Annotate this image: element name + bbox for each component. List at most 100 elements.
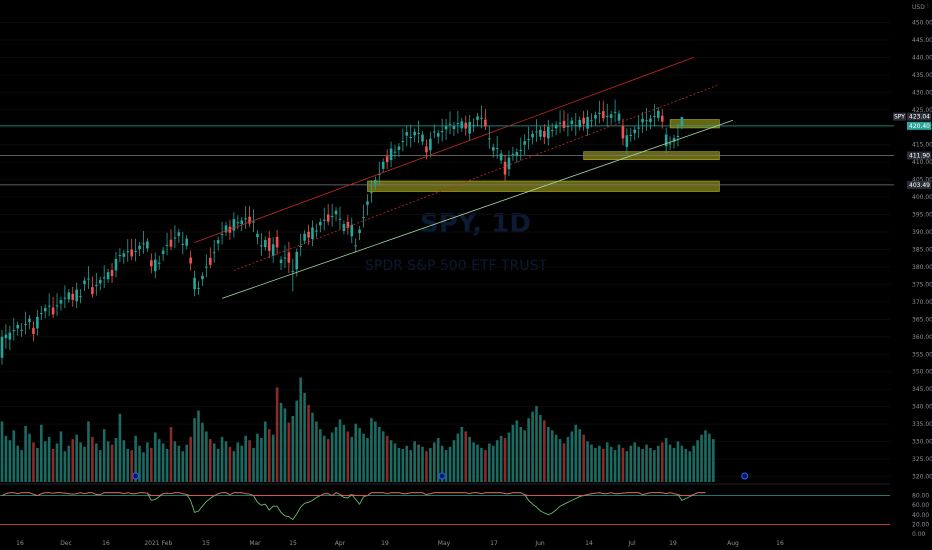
price-tick: 445.00 <box>912 37 932 44</box>
time-tick: 16 <box>776 540 784 547</box>
volume-bar <box>346 431 350 482</box>
axis-menu-icon[interactable]: ⋮ <box>925 2 931 9</box>
candle-body <box>47 305 51 307</box>
candle-body <box>0 336 4 358</box>
candle-body <box>617 113 621 121</box>
candle-body <box>28 318 31 323</box>
volume-bar <box>417 444 420 482</box>
time-tick: 16 <box>16 540 24 547</box>
candle-body <box>267 237 271 251</box>
candle-body <box>212 252 216 254</box>
candle-body <box>40 313 43 315</box>
candle-body <box>421 134 424 142</box>
candle-body <box>138 245 141 250</box>
candle-body <box>531 133 534 138</box>
volume-bar <box>299 377 302 482</box>
price-tick: 430.00 <box>912 89 932 96</box>
candle-body <box>519 149 523 151</box>
volume-bar <box>279 402 283 482</box>
price-tick: 350.00 <box>912 369 932 376</box>
candle-body <box>605 116 609 118</box>
volume-bar <box>169 427 173 482</box>
price-tick: 380.00 <box>912 264 932 271</box>
volume-bar <box>692 445 695 482</box>
candle-body <box>252 221 255 223</box>
candle-body <box>476 116 479 120</box>
volume-bar <box>460 427 464 482</box>
volume-bar <box>150 447 153 482</box>
candle-body <box>193 277 196 290</box>
candle-body <box>185 238 189 246</box>
candle-body <box>169 239 173 247</box>
candle-body <box>326 214 330 222</box>
volume-bar <box>244 435 247 482</box>
volume-bar <box>51 449 55 482</box>
candle-body <box>307 231 310 238</box>
volume-bar <box>594 447 597 482</box>
volume-bar <box>503 438 507 482</box>
volume-bar <box>476 444 479 482</box>
candle-body <box>672 138 676 142</box>
volume-bar <box>397 447 401 482</box>
time-tick: May <box>438 540 451 547</box>
candle-body <box>574 125 578 127</box>
volume-bar <box>248 440 251 482</box>
volume-bar <box>696 440 699 482</box>
candle-body <box>484 119 487 127</box>
candle-body <box>334 210 338 215</box>
candle-body <box>75 289 78 302</box>
volume-bar <box>24 425 27 482</box>
volume-bar <box>511 424 515 482</box>
candle-body <box>295 251 299 270</box>
volume-bar <box>267 429 271 482</box>
candle-body <box>374 179 377 184</box>
volume-bar <box>535 406 538 482</box>
price-tick: 390.00 <box>912 229 932 236</box>
candle-body <box>409 137 413 139</box>
volume-bar <box>598 445 601 482</box>
candle-body <box>8 332 12 340</box>
volume-bar <box>55 443 59 482</box>
volume-bar <box>700 434 703 482</box>
volume-bar <box>605 442 609 482</box>
volume-bar <box>0 421 4 482</box>
time-tick: Dec <box>60 540 72 547</box>
candle-body <box>114 258 118 271</box>
volume-bar <box>208 439 212 482</box>
candle-body <box>425 146 428 153</box>
candle-body <box>366 201 369 205</box>
volume-bar <box>322 435 326 482</box>
indicator-tick: 0.00 <box>912 531 926 538</box>
volume-bar <box>220 436 224 482</box>
volume-bar <box>676 441 680 482</box>
candle-body <box>59 300 63 304</box>
candle-body <box>150 260 153 267</box>
volume-bar <box>358 428 361 482</box>
price-axis[interactable]: 450.00 445.00 440.00 435.00 430.00 425.00 420.… <box>912 19 932 538</box>
trend-channel[interactable] <box>194 57 734 299</box>
volume-bar <box>224 441 228 482</box>
volume-bar <box>586 441 589 482</box>
candle-body <box>43 307 47 312</box>
volume-bars <box>0 377 749 482</box>
volume-bar <box>47 436 51 482</box>
candle-body <box>350 224 354 237</box>
indicator-tick: 20.00 <box>912 521 929 528</box>
volume-bar <box>307 405 310 482</box>
channel-upper-line <box>194 57 694 243</box>
time-axis[interactable]: 16 Dec 16 2021 Feb 15 Mar 15 Apr 19 May 17 Jun 14 Jul 1… <box>16 540 784 547</box>
volume-bar <box>578 429 582 482</box>
candle-body <box>315 230 318 232</box>
volume-bar <box>519 427 523 482</box>
candle-body <box>51 307 55 315</box>
price-tick: 435.00 <box>912 72 932 79</box>
candle-body <box>389 148 393 161</box>
candle-body <box>98 279 102 284</box>
candle-body <box>401 140 405 142</box>
candle-body <box>153 259 157 272</box>
volume-bar <box>193 418 196 482</box>
volume-bar <box>181 451 185 482</box>
candle-body <box>177 232 181 236</box>
candle-body <box>264 240 267 248</box>
